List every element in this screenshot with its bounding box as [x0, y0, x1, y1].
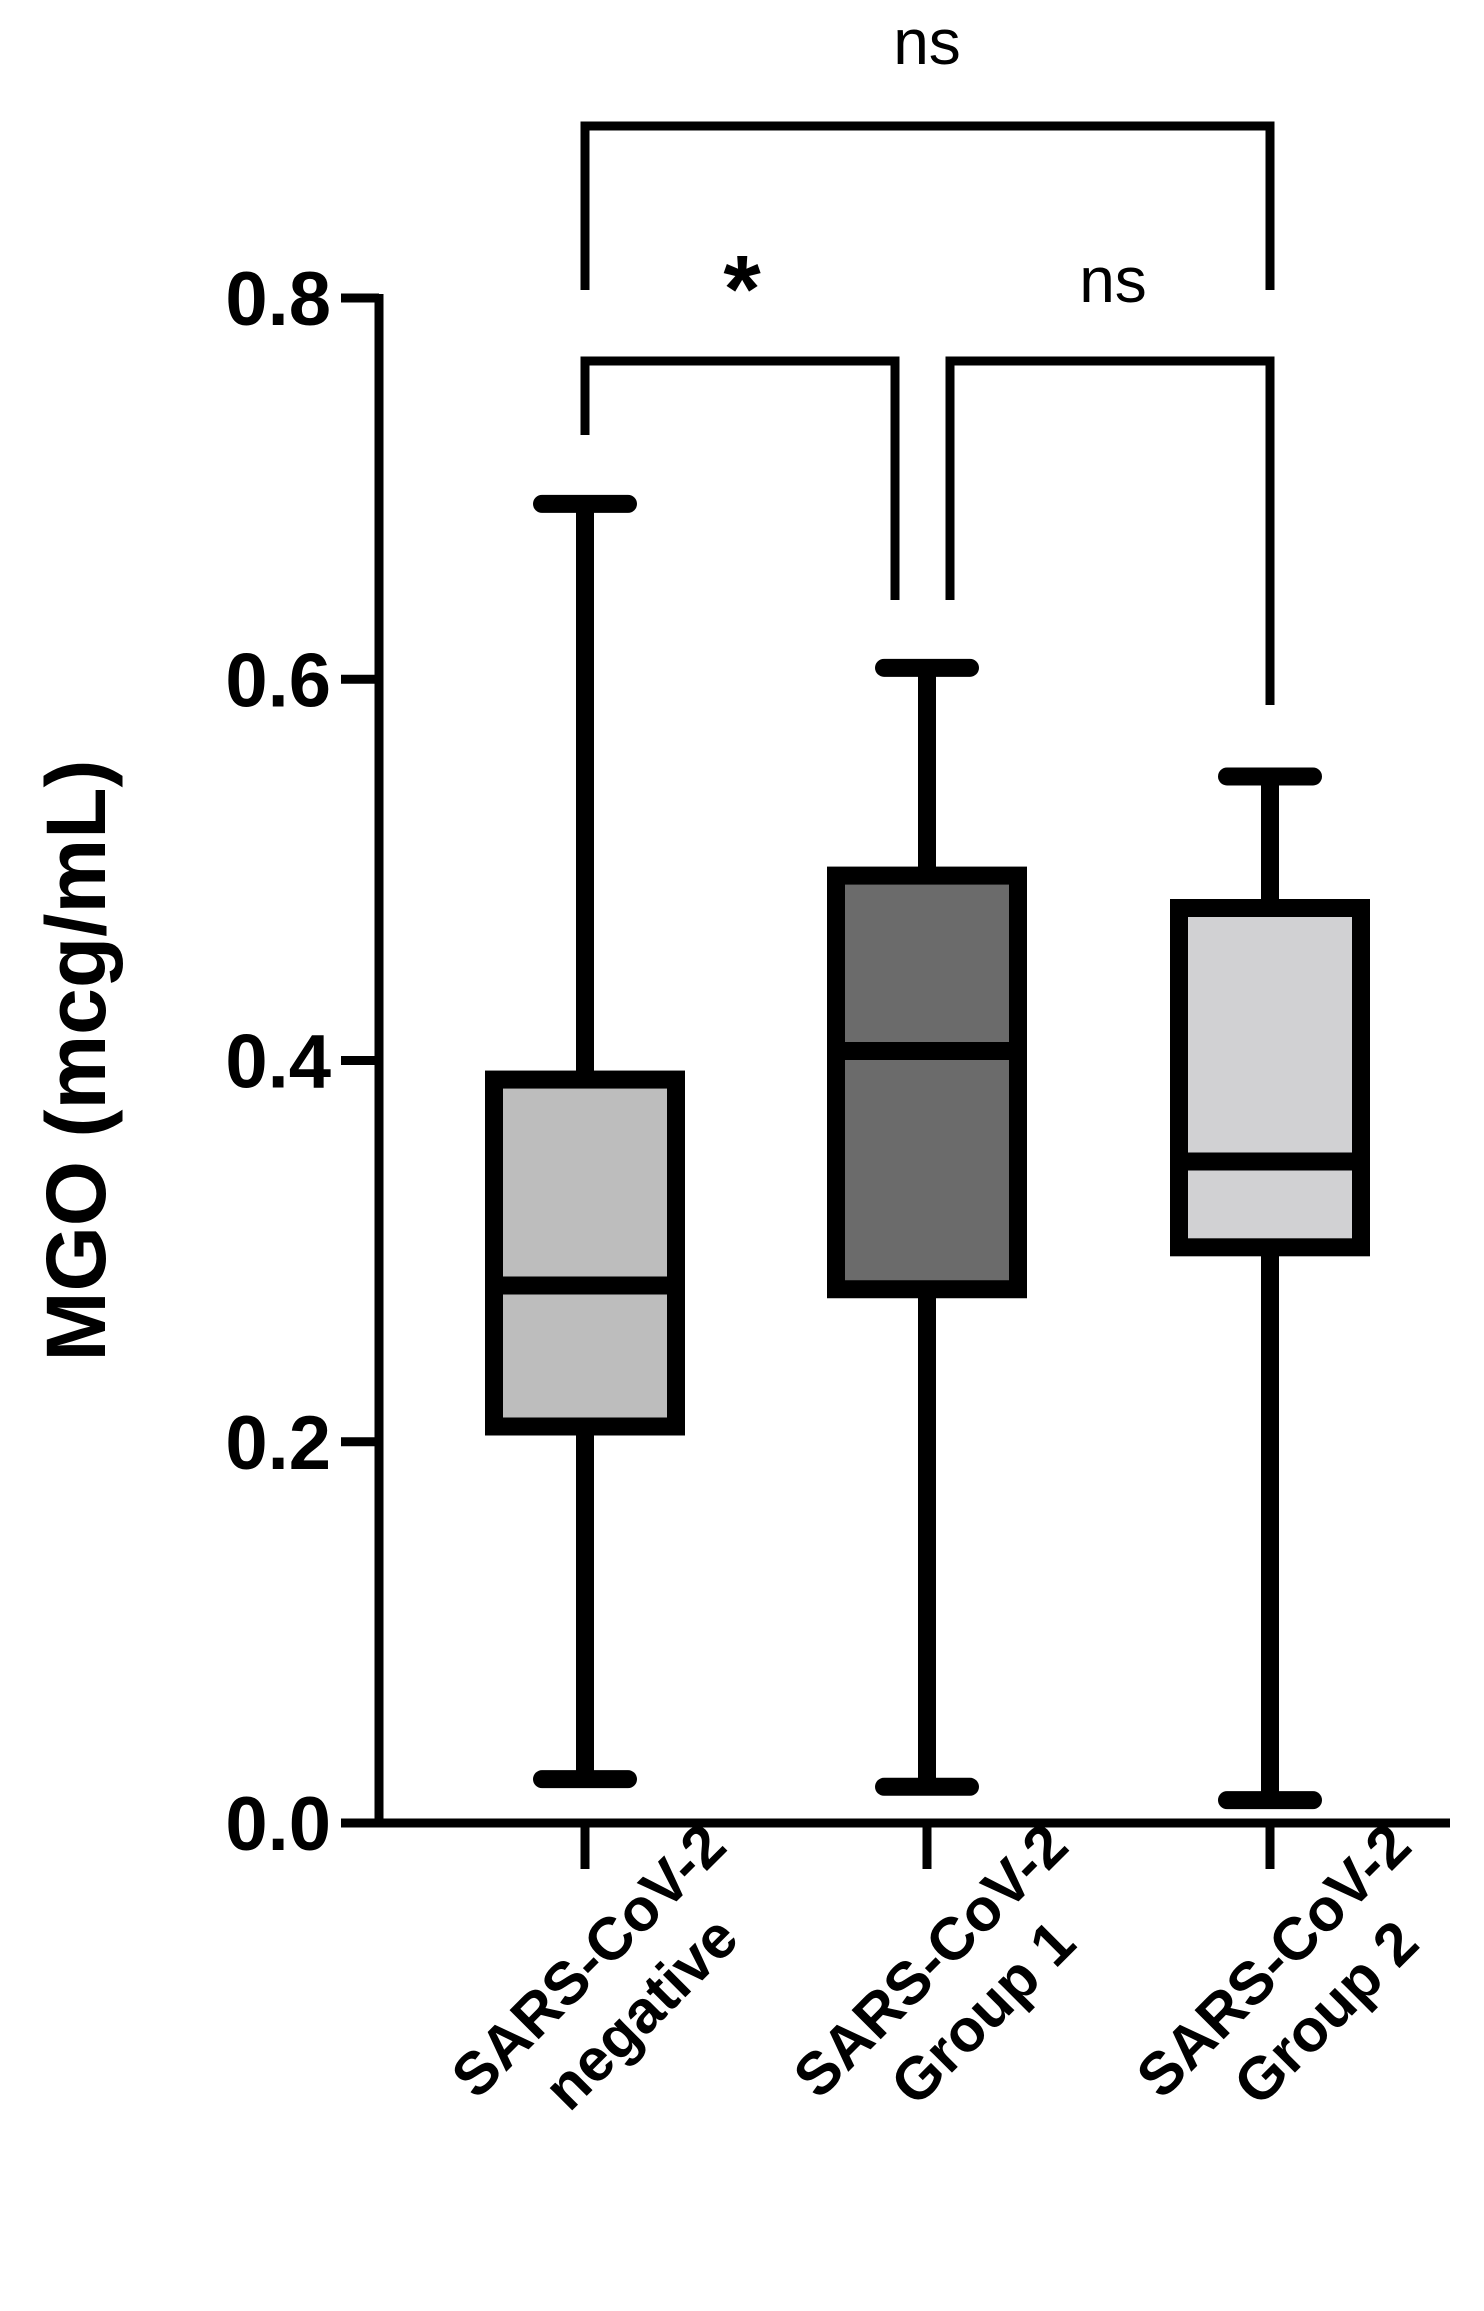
box-2: [827, 658, 1027, 1796]
significance-bracket: [580, 121, 1275, 290]
y-tick-label: 0.6: [225, 638, 331, 723]
significance-bracket: [580, 356, 900, 600]
y-tick-label: 0.8: [225, 257, 331, 342]
iqr-box: [485, 1070, 685, 1436]
y-axis-label: MGO (mcg/mL): [29, 760, 123, 1362]
box-1: [485, 494, 685, 1789]
significance-bracket: [945, 356, 1275, 705]
boxes: [485, 494, 1370, 1810]
y-tick-label: 0.0: [225, 1782, 331, 1867]
significance-label: ns: [1079, 244, 1147, 316]
y-tick-label: 0.4: [225, 1020, 331, 1105]
y-tick-label: 0.2: [225, 1401, 331, 1486]
significance-brackets: * ns ns: [580, 6, 1275, 705]
y-ticks: 0.0 0.2 0.4 0.6 0.8: [225, 257, 379, 1867]
iqr-box: [827, 866, 1027, 1299]
iqr-box: [1170, 899, 1370, 1257]
significance-label: *: [723, 236, 761, 343]
box-3: [1170, 767, 1370, 1810]
significance-label: ns: [893, 6, 961, 78]
